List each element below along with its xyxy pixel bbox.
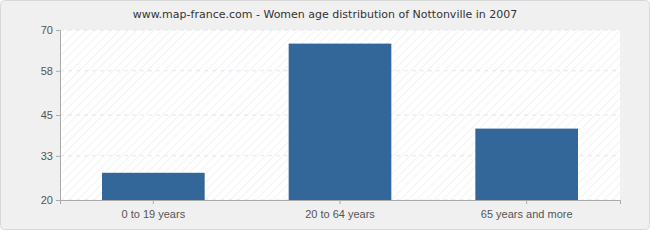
title: www.map-france.com - Women age distribut… <box>133 8 518 21</box>
y-tick: 45 <box>41 109 60 121</box>
y-axis-line <box>56 31 61 201</box>
x-tick-mark <box>526 200 527 204</box>
x-tick: 20 to 64 years <box>305 200 375 220</box>
x-axis: 0 to 19 years 20 to 64 years 65 years and … <box>61 200 621 220</box>
y-tick-mark <box>56 156 60 157</box>
y-tick-label: 33 <box>41 150 53 162</box>
y-tick-mark <box>56 200 60 201</box>
plot-area <box>60 30 620 200</box>
x-tick-label: 20 to 64 years <box>305 208 375 220</box>
y-tick-label: 45 <box>41 109 53 121</box>
y-tick: 20 <box>41 194 60 206</box>
chart: www.map-france.com - Women age distribut… <box>0 0 650 230</box>
y-tick: 58 <box>41 65 60 77</box>
bars <box>102 44 578 200</box>
background <box>1 1 650 230</box>
bar <box>102 173 205 200</box>
y-tick-mark <box>56 30 60 31</box>
y-tick-mark <box>56 115 60 116</box>
x-tick-mark <box>153 200 154 204</box>
bar <box>289 44 392 200</box>
grid <box>60 30 620 200</box>
y-tick: 70 <box>41 24 60 36</box>
y-tick-label: 58 <box>41 65 53 77</box>
plot-pattern <box>60 30 620 200</box>
x-axis-line <box>61 201 621 205</box>
x-tick-mark <box>340 200 341 204</box>
y-tick-label: 70 <box>41 24 53 36</box>
x-tick: 65 years and more <box>481 200 573 220</box>
grid-line <box>60 30 620 31</box>
y-axis: 20 33 45 58 70 <box>41 24 61 206</box>
x-tick-label: 65 years and more <box>481 208 573 220</box>
x-tick-label: 0 to 19 years <box>122 208 186 220</box>
y-tick: 33 <box>41 150 60 162</box>
plot: 20 33 45 58 70 0 to 19 years 20 to 64 years 65 … <box>41 24 621 220</box>
x-tick: 0 to 19 years <box>122 200 186 220</box>
y-tick-mark <box>56 71 60 72</box>
y-tick-label: 20 <box>41 194 53 206</box>
bar <box>475 129 578 200</box>
